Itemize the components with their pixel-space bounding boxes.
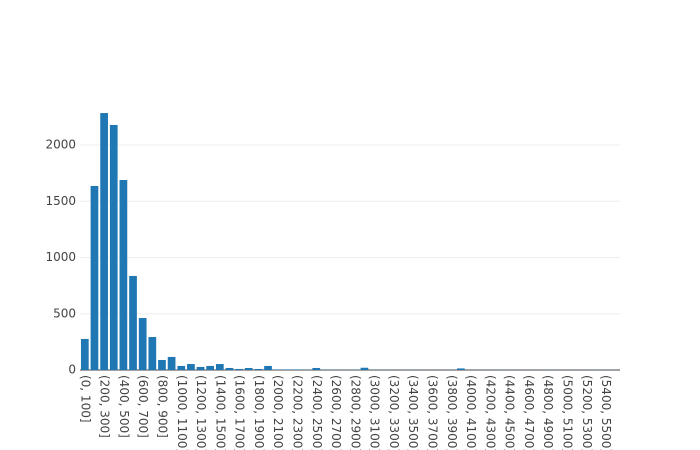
bar (158, 359, 166, 370)
bar (177, 365, 186, 370)
bar (109, 124, 118, 370)
bar (167, 356, 176, 370)
x-tick-label: (4600, 4700] (522, 375, 536, 450)
bar (244, 367, 253, 370)
bar (254, 368, 263, 370)
x-tick-label: (2200, 2300] (290, 375, 304, 450)
x-tick-label: (3800, 3900] (445, 375, 459, 450)
bar (138, 318, 147, 370)
x-tick-label: (4400, 4500] (503, 375, 517, 450)
bar (235, 368, 243, 370)
bar (119, 179, 128, 370)
x-tick-label: (800, 900] (155, 375, 169, 438)
bar (206, 365, 215, 370)
bar (312, 367, 321, 370)
bar (148, 337, 157, 370)
bar (360, 367, 369, 370)
x-tick-label: (3600, 3700] (425, 375, 439, 450)
x-tick-label: (1600, 1700] (233, 375, 247, 450)
y-tick-label: 1000 (45, 250, 76, 264)
x-tick-label: (4200, 4300] (483, 375, 497, 450)
x-tick-label: (0, 100] (78, 375, 92, 423)
y-tick-label: 1500 (45, 194, 76, 208)
x-tick-label: (1000, 1100] (175, 375, 189, 450)
x-tick-label: (2800, 2900] (348, 375, 362, 450)
y-tick-label: 0 (68, 363, 76, 377)
bar (293, 369, 301, 370)
bar (90, 185, 99, 370)
x-tick-label: (4000, 4100] (464, 375, 478, 450)
x-tick-label: (5000, 5100] (560, 375, 574, 450)
bar (283, 369, 292, 370)
x-tick-label: (4800, 4900] (541, 375, 555, 450)
x-tick-label: (1800, 1900] (252, 375, 266, 450)
bar (187, 364, 195, 370)
y-tick-label: 500 (53, 306, 76, 320)
x-tick-label: (5400, 5500] (599, 375, 613, 450)
x-tick-label: (600, 700] (136, 375, 150, 438)
bar (273, 369, 282, 370)
bar (129, 275, 137, 370)
x-tick-label: (2400, 2500] (310, 375, 324, 450)
bar (225, 367, 234, 370)
x-tick-label: (5200, 5300] (580, 375, 594, 450)
x-tick-label: (3000, 3100] (368, 375, 382, 450)
x-tick-label: (1200, 1300] (194, 375, 208, 450)
y-tick-label: 2000 (45, 138, 76, 152)
x-tick-label: (2000, 2100] (271, 375, 285, 450)
x-tick-label: (2600, 2700] (329, 375, 343, 450)
bar (196, 366, 205, 370)
x-tick-label: (3200, 3300] (387, 375, 401, 450)
x-tick-label: (3400, 3500] (406, 375, 420, 450)
bar (457, 368, 465, 370)
bar (215, 364, 224, 370)
x-tick-label: (400, 500] (117, 375, 131, 438)
bar (80, 338, 89, 370)
x-tick-label: (200, 300] (98, 375, 112, 438)
bar (100, 113, 108, 371)
x-tick-label: (1400, 1500] (213, 375, 227, 450)
bar (264, 365, 272, 370)
